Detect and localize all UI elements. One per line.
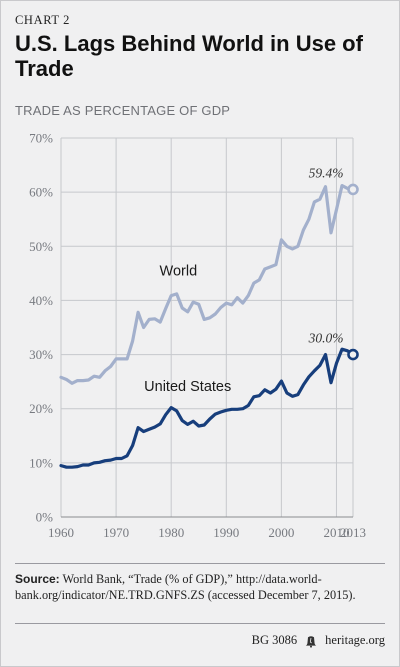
series-layer	[59, 183, 359, 469]
y-tick-label: 60%	[29, 185, 53, 200]
y-tick-label: 40%	[29, 293, 53, 308]
x-tick-label: 1970	[103, 525, 129, 540]
chart-title: U.S. Lags Behind World in Use of Trade	[15, 31, 363, 81]
report-id: BG 3086	[251, 633, 298, 647]
source-text: World Bank, “Trade (% of GDP),” http://d…	[15, 572, 356, 602]
series-name-label: United States	[144, 379, 231, 395]
end-value-label: 59.4%	[309, 165, 344, 180]
source-label: Source:	[15, 572, 60, 586]
y-tick-label: 70%	[29, 131, 53, 146]
chart-number: CHART 2	[15, 13, 70, 27]
series-line-world	[59, 184, 355, 385]
axis-layer: 0% 10% 20% 30% 40% 50% 60% 70% 1960 1970 1980 1990 2…	[29, 131, 366, 541]
series-line-united-states	[59, 347, 355, 469]
y-tick-label: 20%	[29, 401, 53, 416]
x-tick-label: 2000	[268, 525, 294, 540]
label-layer: 59.4% World 30.0% United States	[144, 165, 343, 394]
series-name-label: World	[160, 264, 198, 280]
series-endpoint-united-states	[347, 348, 359, 361]
x-tick-label: 2010	[323, 525, 349, 540]
x-tick-label: 1990	[213, 525, 239, 540]
x-tick-label: 2013	[340, 525, 366, 540]
footer-divider	[15, 563, 385, 564]
source-note: Source: World Bank, “Trade (% of GDP),” …	[15, 571, 387, 603]
liberty-bell-icon	[305, 634, 317, 648]
chart-subtitle: TRADE AS PERCENTAGE OF GDP	[15, 103, 231, 118]
y-tick-label: 50%	[29, 239, 53, 254]
bottom-divider	[15, 623, 385, 624]
credit-line: BG 3086 heritage.org	[252, 633, 385, 648]
x-tick-label: 1980	[158, 525, 184, 540]
end-value-label: 30.0%	[308, 331, 344, 346]
line-chart: 0% 10% 20% 30% 40% 50% 60% 70% 1960 1970 1980 1990 2…	[29, 131, 366, 541]
site-name: heritage.org	[325, 633, 385, 647]
x-tick-label: 1960	[48, 525, 74, 540]
y-tick-label: 0%	[36, 510, 54, 525]
series-endpoint-world	[347, 183, 359, 196]
y-tick-label: 30%	[29, 347, 53, 362]
y-tick-label: 10%	[29, 455, 53, 470]
